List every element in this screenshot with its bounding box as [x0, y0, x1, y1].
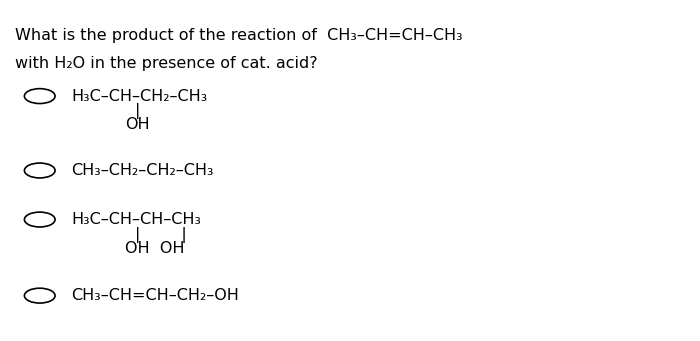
Text: What is the product of the reaction of  CH₃–CH=CH–CH₃: What is the product of the reaction of C…	[15, 28, 463, 43]
Text: OH: OH	[125, 117, 150, 132]
Text: |        |: | |	[135, 227, 187, 243]
Text: H₃C–CH–CH–CH₃: H₃C–CH–CH–CH₃	[71, 212, 201, 227]
Text: CH₃–CH₂–CH₂–CH₃: CH₃–CH₂–CH₂–CH₃	[71, 163, 214, 178]
Text: OH  OH: OH OH	[125, 241, 185, 256]
Text: H₃C–CH–CH₂–CH₃: H₃C–CH–CH₂–CH₃	[71, 89, 207, 104]
Text: with H₂O in the presence of cat. acid?: with H₂O in the presence of cat. acid?	[15, 56, 318, 71]
Text: |: |	[135, 103, 141, 119]
Text: CH₃–CH=CH–CH₂–OH: CH₃–CH=CH–CH₂–OH	[71, 288, 239, 303]
